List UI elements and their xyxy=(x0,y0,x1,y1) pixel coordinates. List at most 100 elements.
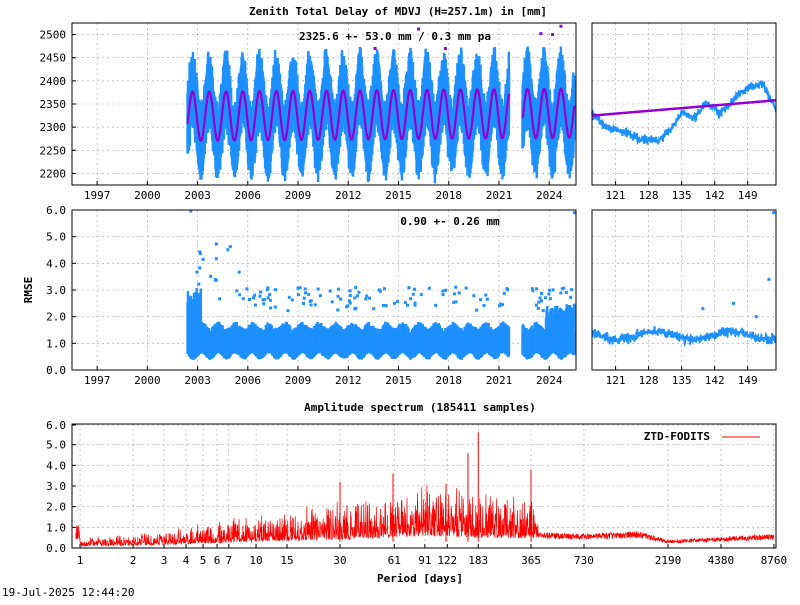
rmse-zoom-outlier xyxy=(772,211,776,215)
rmse-outlier xyxy=(499,302,503,306)
rmse-outlier xyxy=(268,293,272,297)
rmse-outlier xyxy=(501,303,505,307)
spectrum-title: Amplitude spectrum (185411 samples) xyxy=(304,401,536,414)
rmse-outlier xyxy=(531,289,535,293)
rmse-outlier xyxy=(253,303,257,307)
rmse-outlier xyxy=(266,296,270,300)
rmse-outlier xyxy=(484,293,488,297)
rmse-ytick-label: 0.0 xyxy=(46,364,66,377)
rmse-outlier xyxy=(452,292,456,296)
rmse-outlier xyxy=(547,292,551,296)
spectrum-xtick-label: 6 xyxy=(214,554,221,567)
spectrum-line xyxy=(75,485,775,548)
rmse-outlier xyxy=(475,308,479,312)
ztd-zoom-xtick-label: 142 xyxy=(705,189,725,202)
rmse-zoom-frame xyxy=(591,209,777,371)
rmse-outlier xyxy=(347,299,351,303)
rmse-ytick-label: 2.0 xyxy=(46,311,66,324)
rmse-outlier xyxy=(530,287,534,291)
ztd-model-marker xyxy=(373,46,377,50)
rmse-outlier xyxy=(479,298,483,302)
rmse-outlier xyxy=(548,288,552,292)
rmse-outlier xyxy=(396,300,400,304)
rmse-zoom-xtick-label: 149 xyxy=(738,374,758,387)
rmse-xtick-label: 2012 xyxy=(335,374,362,387)
rmse-ytick-label: 1.0 xyxy=(46,337,66,350)
ztd-xtick-label: 2021 xyxy=(486,189,513,202)
rmse-outlier xyxy=(560,287,564,291)
spectrum-ytick-label: 5.0 xyxy=(46,439,66,452)
rmse-outlier xyxy=(241,297,245,301)
rmse-outlier xyxy=(540,292,544,296)
rmse-outlier xyxy=(309,303,313,307)
ztd-zoom-series xyxy=(591,80,777,147)
rmse-outlier xyxy=(269,306,273,310)
rmse-outlier xyxy=(551,288,555,292)
rmse-outlier xyxy=(377,288,381,292)
rmse-zoom-outlier xyxy=(701,307,705,311)
rmse-outlier xyxy=(339,297,343,301)
rmse-outlier xyxy=(562,286,566,290)
ztd-zoom-xtick-label: 128 xyxy=(639,189,659,202)
rmse-outlier xyxy=(214,278,218,282)
spectrum-xtick-label: 2190 xyxy=(655,554,682,567)
rmse-zoom-series xyxy=(591,326,777,348)
ztd-ytick-label: 2350 xyxy=(40,98,67,111)
rmse-ytick-label: 4.0 xyxy=(46,257,66,270)
rmse-zoom-outlier xyxy=(732,301,736,305)
rmse-outlier xyxy=(568,308,572,312)
rmse-outlier xyxy=(263,298,267,302)
ztd-zoom-xtick-label: 121 xyxy=(606,189,626,202)
ztd-ytick-label: 2500 xyxy=(40,29,67,42)
spectrum-xtick-label: 7 xyxy=(225,554,232,567)
spectrum-ytick-label: 0.0 xyxy=(46,542,66,555)
spectrum-ytick-label: 1.0 xyxy=(46,521,66,534)
rmse-outlier xyxy=(309,299,313,303)
ztd-xtick-label: 2006 xyxy=(235,189,262,202)
rmse-xtick-label: 2024 xyxy=(536,374,563,387)
ztd-xtick-label: 2003 xyxy=(184,189,211,202)
rmse-outlier xyxy=(535,287,539,291)
rmse-outlier xyxy=(189,209,193,213)
spectrum-ytick-label: 6.0 xyxy=(46,419,66,432)
rmse-outlier xyxy=(354,286,358,290)
spectrum-xtick-label: 2 xyxy=(130,554,137,567)
rmse-outlier xyxy=(564,291,568,295)
rmse-outlier xyxy=(336,308,340,312)
rmse-outlier xyxy=(209,274,213,278)
rmse-outlier xyxy=(413,303,417,307)
rmse-outlier xyxy=(372,307,376,311)
rmse-annotation: 0.90 +- 0.26 mm xyxy=(400,215,500,228)
rmse-ytick-label: 3.0 xyxy=(46,284,66,297)
rmse-ytick-label: 5.0 xyxy=(46,231,66,244)
rmse-outlier xyxy=(353,296,357,300)
rmse-outlier xyxy=(253,293,257,297)
ztd-zoom-xtick-label: 149 xyxy=(738,189,758,202)
rmse-outlier xyxy=(313,303,317,307)
rmse-outlier xyxy=(364,297,368,301)
ztd-xtick-label: 2018 xyxy=(435,189,462,202)
spectrum-xtick-label: 730 xyxy=(574,554,594,567)
rmse-outlier xyxy=(330,300,334,304)
rmse-outlier xyxy=(316,287,320,291)
ztd-xtick-label: 2015 xyxy=(385,189,412,202)
rmse-outlier xyxy=(197,282,201,286)
spectrum-xtick-label: 30 xyxy=(333,554,346,567)
ztd-zoom-frame xyxy=(591,22,777,186)
rmse-outlier xyxy=(368,296,372,300)
ztd-xtick-label: 2000 xyxy=(134,189,161,202)
rmse-outlier xyxy=(247,297,251,301)
rmse-outlier xyxy=(345,305,349,309)
rmse-outlier xyxy=(287,295,291,299)
rmse-outlier xyxy=(348,289,352,293)
rmse-outlier xyxy=(537,300,541,304)
spectrum-xtick-label: 61 xyxy=(388,554,401,567)
timestamp: 19-Jul-2025 12:44:20 xyxy=(2,586,134,599)
rmse-outlier xyxy=(403,301,407,305)
rmse-outlier xyxy=(307,292,311,296)
ztd-point xyxy=(573,80,576,130)
ztd-zoom-trend xyxy=(591,99,777,117)
rmse-outlier xyxy=(218,297,222,301)
spectrum-xtick-label: 3 xyxy=(161,554,168,567)
rmse-outlier xyxy=(505,287,509,291)
